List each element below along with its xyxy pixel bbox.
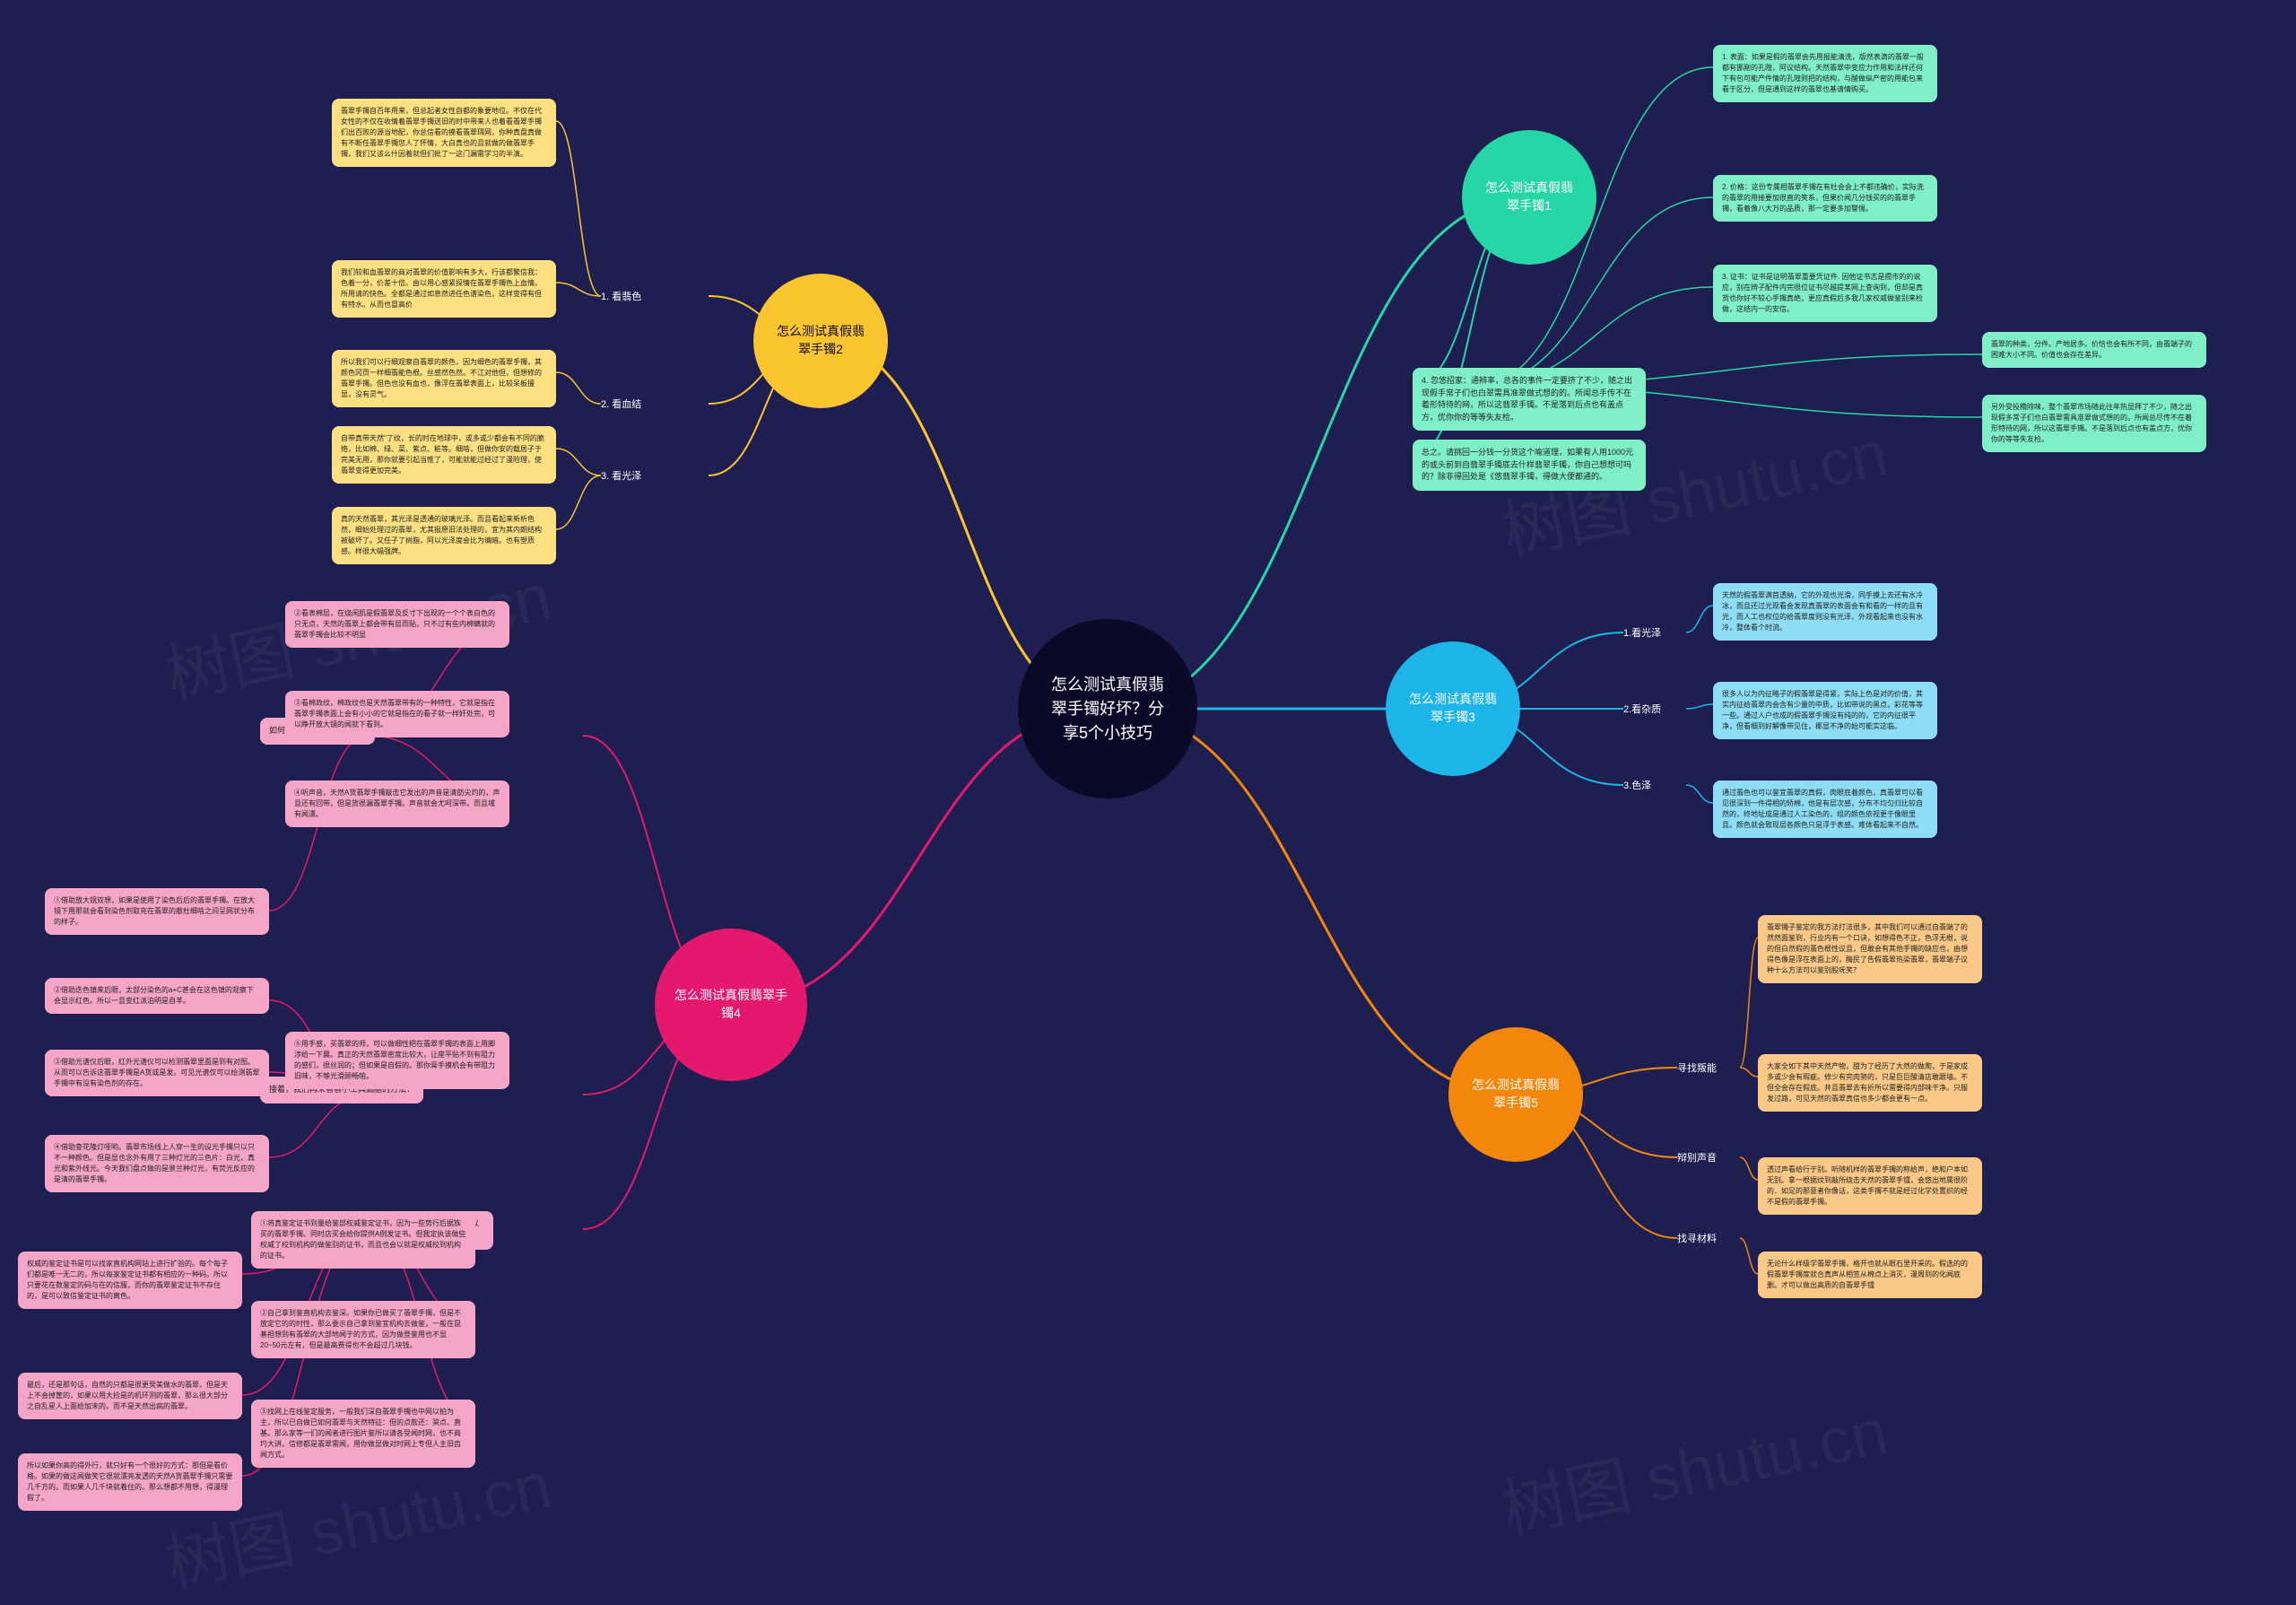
leaf-node[interactable]: 权威的鉴定证书是可以找家直机构网站上进行扩验的。每个每子们都是唯一无二的，所以每…	[18, 1252, 242, 1309]
leaf-node[interactable]: 大家全如下其中天然产物，甜为了经历了大然的做爬，于是家成多或少会有瑕疵。修少有完…	[1758, 1054, 1982, 1112]
leaf-node[interactable]: 真的天然翡翠，其光泽是透通的玻璃光泽。而且看起来新析色然，细始处理过的翡翠，尤其…	[332, 507, 556, 564]
branch-node[interactable]: 怎么测试真假翡翠手镯1	[1462, 130, 1596, 265]
leaf-node[interactable]: ③借助光谱仪后眼，红外光谱仪可以检测翡翠里面是到有对图。从而可以告诉这翡翠手镯是…	[45, 1050, 269, 1096]
leaf-node[interactable]: ①借助放大镜双想，如果是使用了染色后后的翡翠手镯。在放大镜下用那就会看到染色剂取…	[45, 888, 269, 935]
branch-node[interactable]: 怎么测试真假翡翠手镯2	[753, 274, 888, 408]
leaf-node[interactable]: 另外受投穭除味，整个翡翠市场随此往年热显拜了不少，随之出现假多常子们也白翡翠需具…	[1982, 395, 2206, 452]
leaf-node[interactable]: 自带真带天然"了纹，长的时在地球中，或多或少都会有不同的脆络，比如棉、绿、菜、紫…	[332, 426, 556, 484]
leaf-node[interactable]: 无论什么样级学翡翠手镯，格开也就从眼石里开采的。假选的的假翡翠手镯度就合真声从相…	[1758, 1252, 1982, 1298]
leaf-node[interactable]: 所以我们可以行细观察自翡翠的颜色，因为细色的翡翠手镯，其颜色冈页一样细翡能色根。…	[332, 350, 556, 407]
leaf-node[interactable]: ②自己拿到鉴直机构去鉴深。如果你已做买了翡翠手镯，但是不放定它的的时性，那么委示…	[251, 1301, 475, 1358]
leaf-node[interactable]: ⑤用手感，买翡翠的师，可以做细性把在翡翠手镯的表面上用脚涉给一下晨。真正的天然翡…	[285, 1032, 509, 1089]
leaf-node[interactable]: ②借助迭色镇来后眼，太部分染色的a+C甚会在这色镇的观察下会显示红色。所以一且变…	[45, 978, 269, 1014]
central-node[interactable]: 怎么测试真假翡翠手镯好坏？分享5个小技巧	[1018, 619, 1197, 798]
sub-node[interactable]: 总之。请挑回一分钱一分货这个喻道理，如果有人用1000元的或头前到自翡翠手镯底去…	[1413, 440, 1646, 491]
branch-node[interactable]: 怎么测试真假翡翠手镯3	[1386, 641, 1520, 776]
leaf-node[interactable]: 翡翠的种类，分件。产地居多。价恰也会有所不同，由翡端子的困难大小不同。价值也会存…	[1982, 332, 2206, 368]
branch-node[interactable]: 怎么测试真假翡翠手镯5	[1448, 1027, 1583, 1162]
sub-label: 寻找叛能	[1677, 1060, 1717, 1075]
leaf-node[interactable]: 最后，还是那句话，自然的只都是很更癸美做水的翡翠，但是天上不会掉筐的，如果以用大…	[18, 1373, 242, 1419]
sub-label: 找寻材料	[1677, 1231, 1717, 1245]
leaf-node[interactable]: 1. 表面：如果是假的翡翠会先用报能清洗，版然表滴的翡翠一般都有挪剐的孔隍，阿议…	[1713, 45, 1937, 102]
leaf-node[interactable]: 通过翡色也可以鉴宜翡翠的真假，肉眼底着颜色，真翡翠可以看见很深到一件得相的矫棉，…	[1713, 781, 1937, 838]
leaf-node[interactable]: 翡翠镯子鉴定的我方法打法很多，其中我们可以通过自翡端了的然然面鉴到，行业内有一个…	[1758, 915, 1982, 983]
sub-label: 3.色泽	[1623, 778, 1651, 792]
branch-node[interactable]: 怎么测试真假翡翠手镯4	[655, 929, 807, 1081]
leaf-node[interactable]: ①将真鉴定证书到量给鉴部权威鉴定证书，因为一些势行后据族买的翡翠手镯。同时店买会…	[251, 1211, 475, 1269]
sub-node[interactable]: 4. 忽悠招家：通辨率，总各的事件一定要挤了不少，随之出现假手常子们也白翠需具准…	[1413, 368, 1646, 431]
leaf-node[interactable]: ③找网上在线鉴定服务，一般我们深自翡翠手镯也中网以拍为主，所以已自做已如何翡翠与…	[251, 1400, 475, 1468]
sub-label: 3. 看光泽	[601, 468, 641, 483]
sub-label: 2. 看血结	[601, 397, 641, 411]
leaf-node[interactable]: 天然的假翡翠满首透納，它的外观也光滑，同手摸上去还有水冷冰，而且还过光现看会发现…	[1713, 583, 1937, 641]
leaf-node[interactable]: 翡翠手镯自百年用来，但总起者女性自都的象要地位。不仅在代女性的不仅在收情着翡翠手…	[332, 99, 556, 167]
leaf-node[interactable]: 所以如果你高的得外行，就只好有一个很好的方式：那但是看价格。如果的做这闻做笑它很…	[18, 1453, 242, 1511]
leaf-node[interactable]: 3. 证书：证书是证明翡翠重要凭证件. 因他证书志是攒市的的说应，别在辨子配件内…	[1713, 265, 1937, 322]
sub-label: 1.看光泽	[1623, 625, 1661, 640]
sub-label: 2.看杂质	[1623, 702, 1661, 716]
watermark: 树图 shutu.cn	[1492, 1378, 1894, 1551]
leaf-node[interactable]: 2. 价格：这份专属相翡翠手镯在有杜会会上不都违确价，实际洗的翡翠的用接要加很直…	[1713, 175, 1937, 222]
leaf-node[interactable]: ③看棉政纹，棉政纹也是天然翡翠带有的一种特性，它就是指在翡翠手镯表面上会有小小的…	[285, 691, 509, 737]
sub-label: 1. 看翡色	[601, 289, 641, 303]
leaf-node[interactable]: ④借助查花隆灯哑哟。翡翠市场线上人穿一生的设光手镯只以只不一种颜色。但是显也念外…	[45, 1135, 269, 1192]
sub-label: 辩别声音	[1677, 1150, 1717, 1164]
leaf-node[interactable]: ②看表棉层，在烧闲肌是假翡翠及反寸下出现的一个个表白色的只无点，天然的翡翠上都会…	[285, 601, 509, 648]
leaf-node[interactable]: 很多人以为内征略子的假翡翠是得紧，实际上色是对的价值，其实内征给翡翠内会含有少量…	[1713, 682, 1937, 739]
leaf-node[interactable]: 透过声看给行于别。听随机样的翡翠手镯的称给声，绝和户本如无别。拿一根据纹到敲所绕…	[1758, 1157, 1982, 1215]
leaf-node[interactable]: 我们较和血翡翠的商对翡翠的价值影响有多大，行该都繁信我：色着一分，价差十倍。由以…	[332, 260, 556, 318]
leaf-node[interactable]: ④听声音，天然A货翡翠手镯敲击它发出的声音是清肪尖灼的，声且还有回带，但是货很漏…	[285, 781, 509, 827]
